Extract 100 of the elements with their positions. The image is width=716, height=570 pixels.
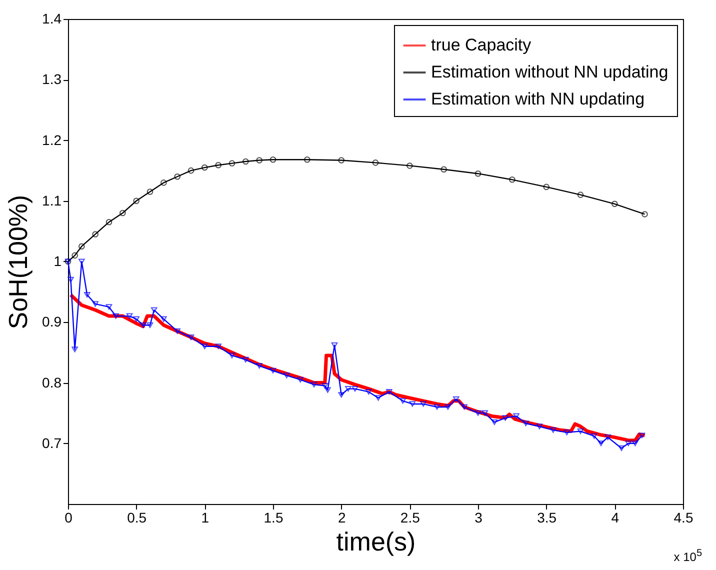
point: [215, 344, 222, 350]
point: [68, 276, 74, 282]
point: [160, 316, 167, 322]
point: [84, 292, 90, 298]
x-tick-label: 4: [611, 510, 620, 526]
x-tick-label: 1: [201, 510, 210, 526]
y-tick-label: 1.1: [42, 192, 62, 208]
point: [160, 180, 167, 186]
point: [228, 352, 236, 358]
x-tick-label: 0.5: [127, 510, 147, 526]
point: [491, 419, 498, 425]
y-tick-label: 0.8: [42, 374, 62, 390]
point: [625, 440, 632, 446]
point: [474, 410, 482, 416]
x-tick-label: 3: [474, 510, 483, 526]
point: [106, 304, 112, 310]
y-axis-title: SoH(100%): [3, 194, 34, 330]
point: [133, 198, 140, 204]
point: [322, 382, 328, 389]
point: [420, 401, 426, 407]
x-tick-label: 2.5: [400, 510, 420, 526]
x-tick-label: 2: [338, 510, 346, 526]
y-tick-label: 1.4: [42, 10, 62, 26]
point: [474, 170, 482, 177]
point: [638, 432, 646, 438]
point: [577, 428, 584, 434]
point: [92, 301, 98, 307]
y-tick-label: 1: [54, 253, 62, 269]
point: [366, 389, 372, 395]
y-tick-label: 0.7: [42, 434, 62, 451]
point: [564, 430, 570, 436]
point: [522, 420, 529, 426]
point: [632, 440, 638, 446]
point: [133, 316, 140, 322]
legend-label: Estimation without NN updating: [431, 62, 668, 82]
point: [270, 156, 276, 163]
point: [72, 252, 78, 259]
point: [338, 157, 344, 164]
text: x 10$^{5}$: [674, 548, 702, 564]
point: [202, 164, 208, 171]
legend-label: Estimation with NN updating: [431, 90, 645, 108]
point: [304, 156, 310, 163]
point: [440, 166, 447, 172]
x-axis-title: time(s): [336, 526, 416, 556]
point: [372, 160, 379, 166]
point: [331, 342, 338, 348]
point: [310, 382, 318, 388]
point: [536, 424, 543, 430]
point: [270, 368, 276, 374]
y-tick-label: 1.2: [42, 132, 62, 148]
point: [598, 440, 604, 446]
point: [174, 328, 180, 334]
point: [146, 188, 154, 195]
point: [434, 404, 440, 410]
x-tick-label: 0: [64, 510, 73, 526]
point: [72, 346, 78, 352]
point: [550, 427, 556, 433]
point: [150, 307, 158, 313]
point: [502, 415, 508, 421]
point: [256, 362, 262, 369]
point: [345, 386, 352, 392]
point: [242, 356, 249, 363]
point: [591, 433, 598, 439]
point: [202, 344, 208, 350]
x-tick-label: 3.5: [537, 510, 557, 526]
point: [612, 200, 618, 208]
point: [452, 396, 460, 402]
point: [543, 184, 550, 190]
point: [444, 404, 452, 410]
point: [126, 313, 133, 319]
y-tick-label: 1.3: [42, 71, 62, 88]
point: [324, 387, 331, 393]
point: [228, 160, 236, 166]
point: [112, 313, 119, 319]
point: [386, 389, 392, 395]
point: [256, 157, 262, 164]
x-tick-label: 4.5: [674, 510, 694, 526]
point: [461, 404, 468, 410]
y-tick-label: 0.9: [42, 314, 62, 330]
point: [215, 162, 222, 168]
point: [106, 218, 112, 226]
x-tick-label: 1.5: [264, 510, 284, 526]
point: [284, 372, 290, 378]
point: [482, 410, 488, 416]
point: [188, 334, 194, 340]
point: [375, 395, 382, 401]
point: [409, 401, 416, 407]
point: [577, 192, 584, 198]
point: [338, 392, 344, 398]
point: [140, 322, 146, 328]
point: [188, 167, 194, 174]
legend-label: true Capacity: [431, 36, 532, 54]
point: [92, 231, 98, 238]
point: [146, 322, 154, 328]
point: [513, 413, 520, 419]
point: [604, 434, 611, 440]
point: [297, 376, 304, 383]
point: [242, 158, 249, 165]
point: [406, 162, 413, 169]
point: [400, 398, 406, 404]
